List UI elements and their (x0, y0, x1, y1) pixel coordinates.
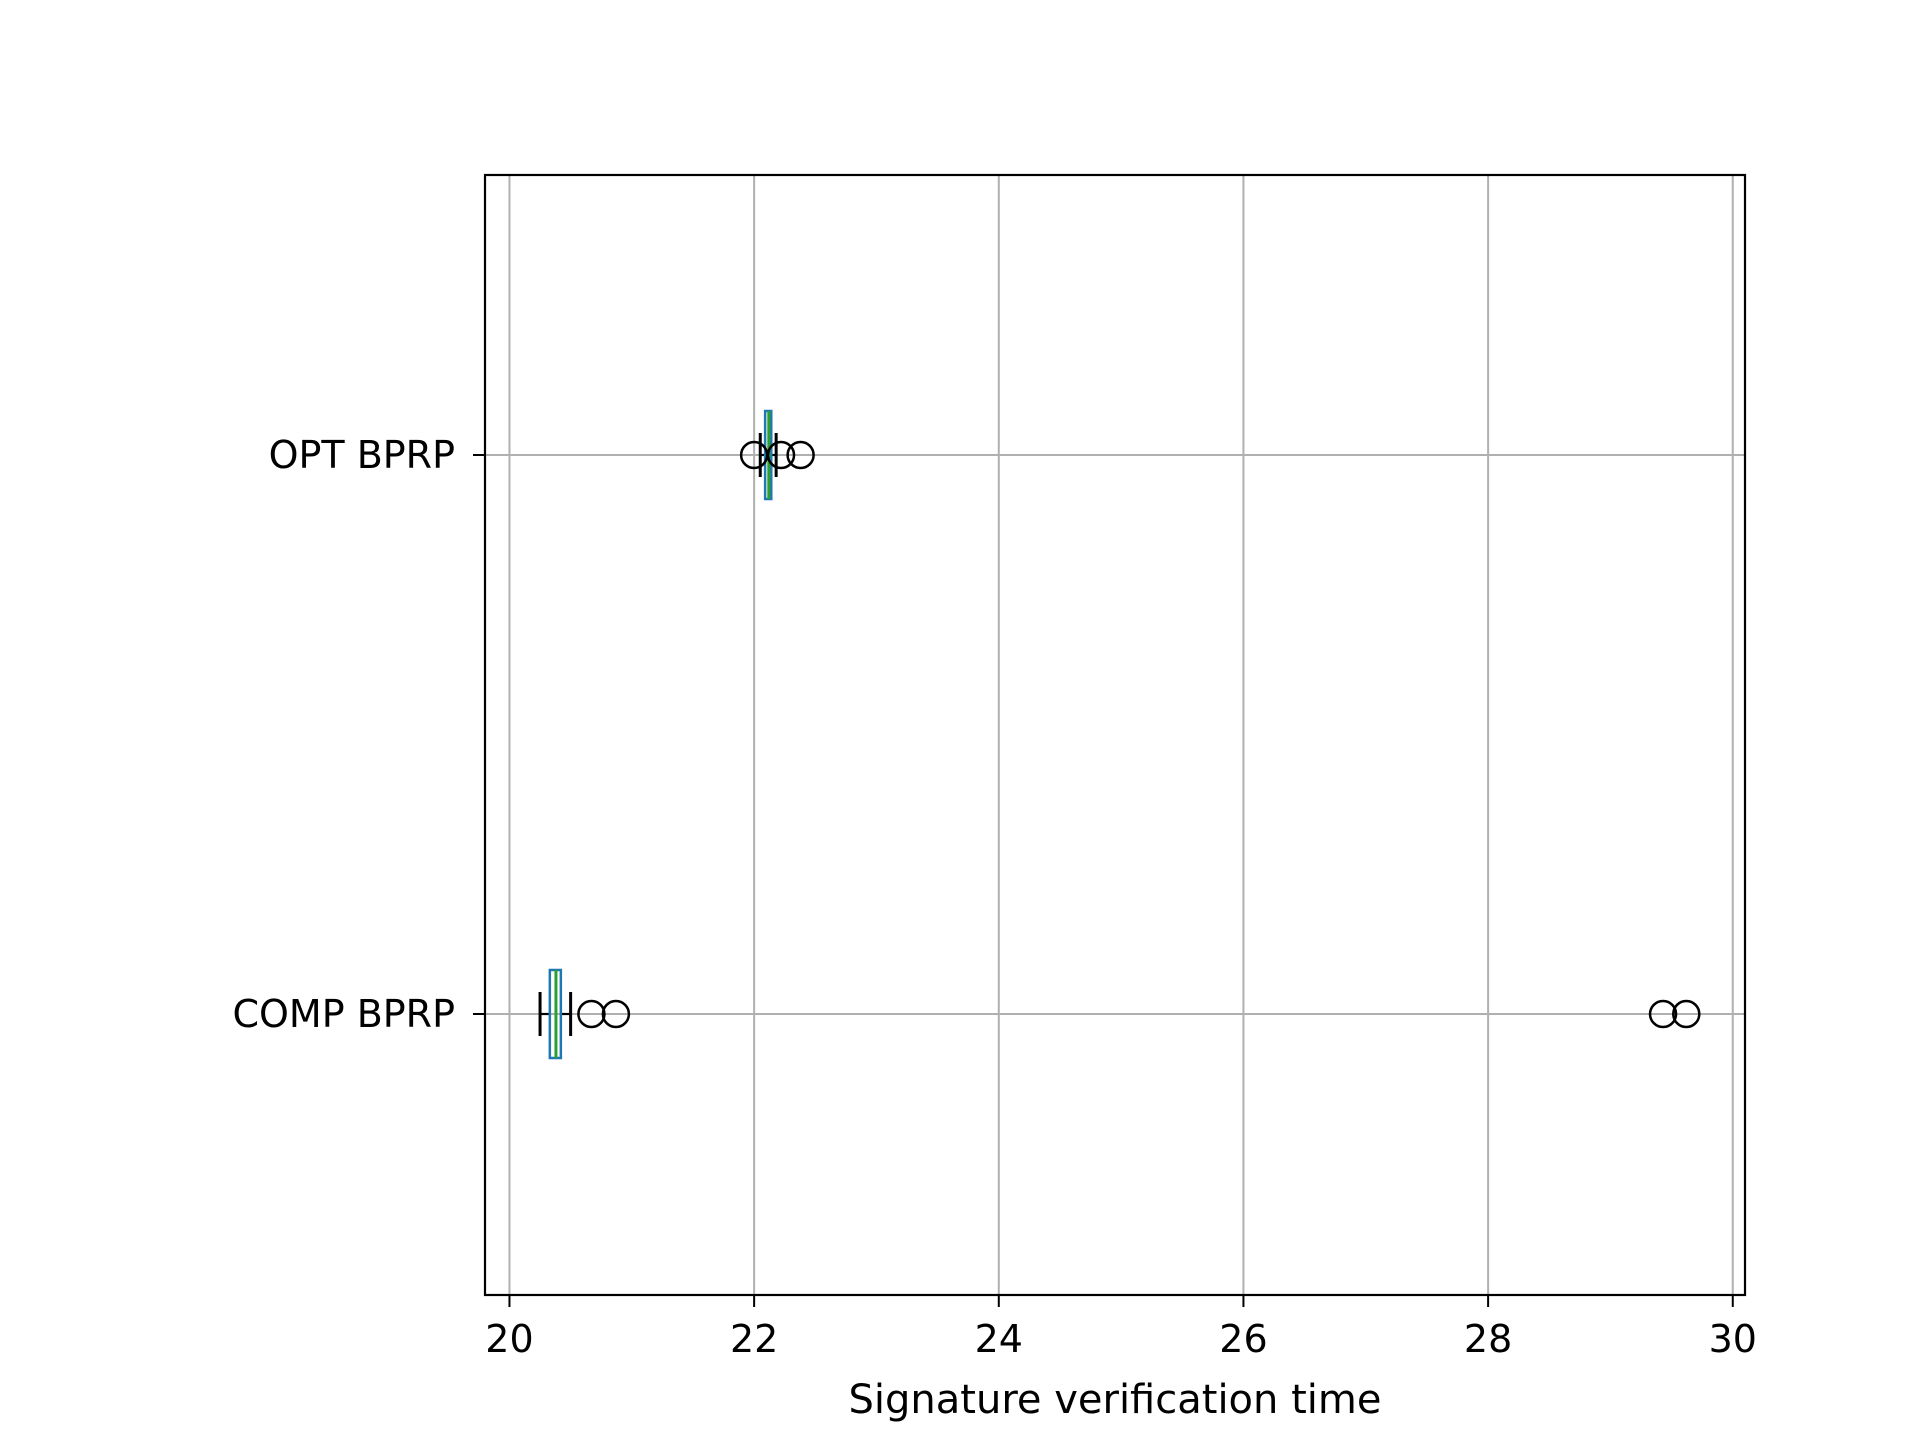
ticks: 20 22 24 26 28 30 OPT BPRP COMP BPRP (232, 433, 1756, 1361)
plot-frame (483, 173, 1747, 1297)
outlier-point (766, 440, 796, 470)
x-tick-label: 22 (730, 1317, 778, 1361)
outlier-point (786, 440, 815, 470)
boxes (538, 409, 1701, 1060)
y-tick-label: COMP BPRP (232, 992, 455, 1036)
box-comp-bprp (538, 968, 1701, 1060)
outlier-point (1672, 999, 1701, 1029)
x-tick-label: 20 (485, 1317, 533, 1361)
x-axis-label: Signature verification time (849, 1377, 1382, 1423)
x-tick-label: 28 (1464, 1317, 1512, 1361)
grid (485, 175, 1745, 1295)
outlier-point (601, 999, 631, 1029)
y-tick-label: OPT BPRP (269, 433, 455, 477)
outlier-point (1648, 999, 1678, 1029)
x-tick-label: 26 (1219, 1317, 1267, 1361)
outlier-point (577, 999, 606, 1029)
x-tick-label: 30 (1709, 1317, 1757, 1361)
x-tick-label: 24 (975, 1317, 1023, 1361)
box-opt-bprp (739, 409, 815, 501)
